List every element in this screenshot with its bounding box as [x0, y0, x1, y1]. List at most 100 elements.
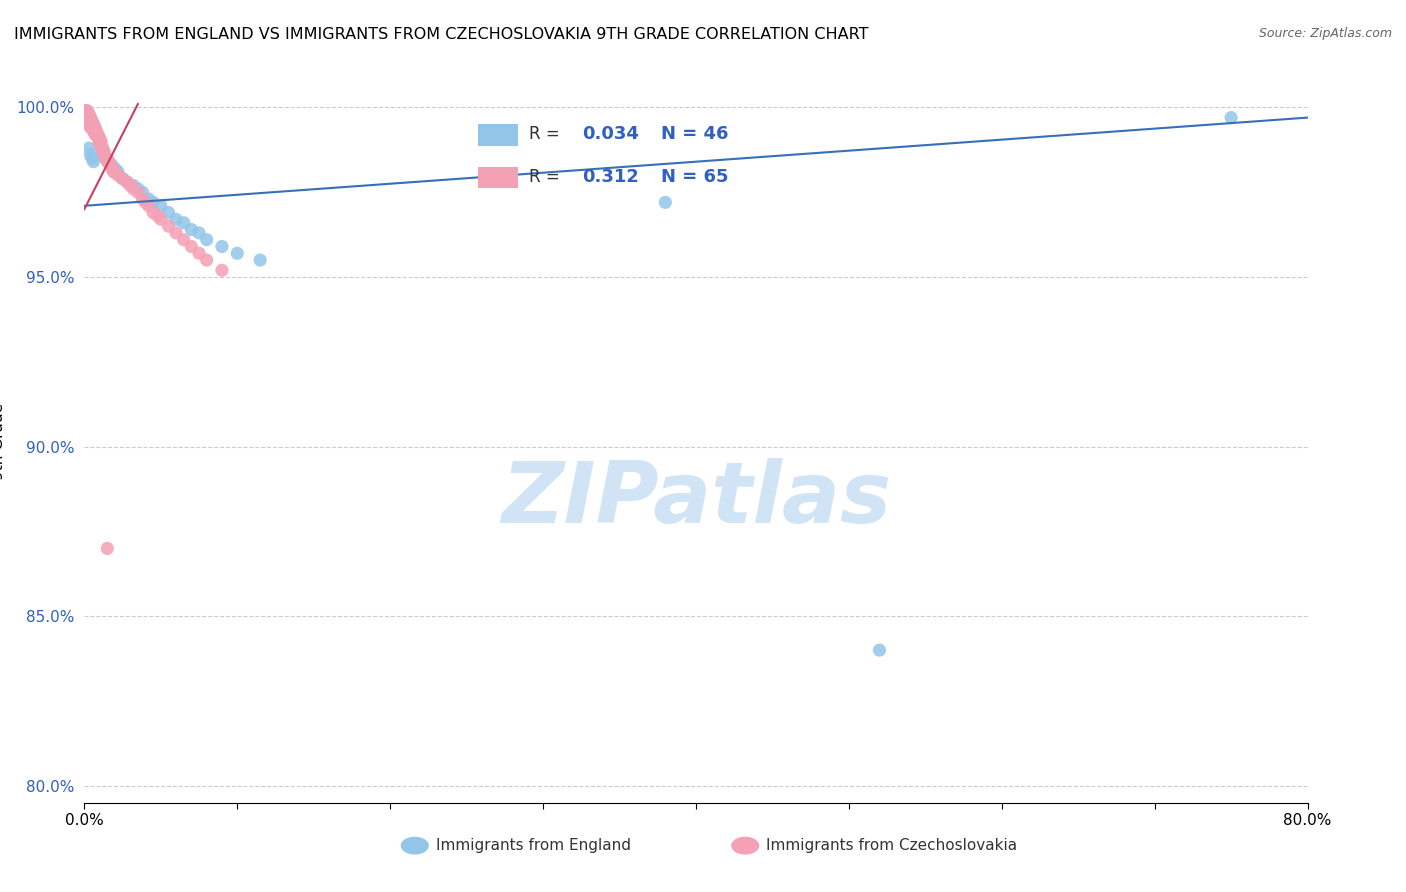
Text: IMMIGRANTS FROM ENGLAND VS IMMIGRANTS FROM CZECHOSLOVAKIA 9TH GRADE CORRELATION : IMMIGRANTS FROM ENGLAND VS IMMIGRANTS FR…	[14, 27, 869, 42]
Point	[107, 165, 129, 179]
Point	[122, 182, 145, 196]
Point	[90, 141, 112, 155]
Point	[79, 111, 101, 125]
Point	[131, 192, 153, 206]
Point	[77, 107, 100, 121]
Point	[77, 114, 100, 128]
Point	[869, 643, 891, 657]
Point	[142, 195, 165, 210]
Point	[101, 161, 124, 176]
Point	[101, 158, 124, 172]
Point	[79, 117, 101, 131]
Point	[111, 171, 134, 186]
Point	[75, 103, 97, 118]
Point	[79, 120, 101, 135]
Text: Source: ZipAtlas.com: Source: ZipAtlas.com	[1258, 27, 1392, 40]
Point	[75, 111, 97, 125]
Point	[97, 154, 120, 169]
Point	[93, 148, 115, 162]
Point	[149, 199, 172, 213]
Point	[80, 114, 103, 128]
Point	[93, 148, 115, 162]
Point	[76, 111, 98, 125]
Point	[84, 120, 107, 135]
Point	[195, 253, 218, 268]
Point	[79, 111, 101, 125]
Point	[188, 246, 211, 260]
Point	[180, 222, 202, 236]
Point	[76, 107, 98, 121]
Point	[77, 114, 100, 128]
Point	[90, 134, 112, 148]
Point	[77, 107, 100, 121]
Point	[93, 145, 115, 159]
Point	[654, 195, 676, 210]
Point	[226, 246, 249, 260]
Point	[115, 175, 138, 189]
Point	[98, 158, 121, 172]
Point	[77, 141, 100, 155]
Point	[87, 131, 110, 145]
Point	[107, 168, 129, 182]
Point	[80, 120, 103, 135]
Point	[76, 103, 98, 118]
Point	[157, 219, 180, 234]
Point	[83, 124, 105, 138]
Point	[120, 178, 142, 193]
Point	[91, 145, 114, 159]
Point	[96, 541, 118, 556]
Point	[89, 134, 111, 148]
Point	[96, 154, 118, 169]
Y-axis label: 9th Grade: 9th Grade	[0, 403, 6, 480]
Point	[89, 134, 111, 148]
Point	[83, 154, 105, 169]
Point	[165, 212, 187, 227]
Point	[87, 128, 110, 142]
Point	[84, 124, 107, 138]
Point	[97, 154, 120, 169]
Point	[103, 165, 125, 179]
Point	[90, 137, 112, 152]
Point	[75, 107, 97, 121]
Point	[86, 124, 108, 138]
Point	[180, 239, 202, 253]
Point	[94, 151, 117, 165]
Point	[115, 175, 138, 189]
Point	[80, 151, 103, 165]
Point	[173, 233, 195, 247]
Point	[80, 117, 103, 131]
Text: ZIPatlas: ZIPatlas	[501, 458, 891, 541]
Point	[89, 137, 111, 152]
Point	[91, 141, 114, 155]
Point	[84, 124, 107, 138]
Point	[91, 145, 114, 159]
Point	[76, 111, 98, 125]
Point	[127, 182, 149, 196]
Point	[94, 151, 117, 165]
Point	[157, 205, 180, 219]
Point	[77, 117, 100, 131]
Point	[135, 195, 157, 210]
Point	[76, 114, 98, 128]
Text: Immigrants from Czechoslovakia: Immigrants from Czechoslovakia	[766, 838, 1018, 853]
Point	[173, 216, 195, 230]
Point	[104, 161, 127, 176]
Point	[138, 192, 160, 206]
Point	[79, 114, 101, 128]
Point	[86, 128, 108, 142]
Point	[75, 103, 97, 118]
Point	[84, 120, 107, 135]
Point	[76, 107, 98, 121]
Point	[1220, 111, 1243, 125]
Text: Immigrants from England: Immigrants from England	[436, 838, 631, 853]
Point	[211, 239, 233, 253]
Point	[80, 114, 103, 128]
Point	[211, 263, 233, 277]
Point	[104, 165, 127, 179]
Point	[146, 209, 169, 223]
Point	[111, 171, 134, 186]
Point	[188, 226, 211, 240]
Point	[89, 131, 111, 145]
Point	[195, 233, 218, 247]
Point	[165, 226, 187, 240]
